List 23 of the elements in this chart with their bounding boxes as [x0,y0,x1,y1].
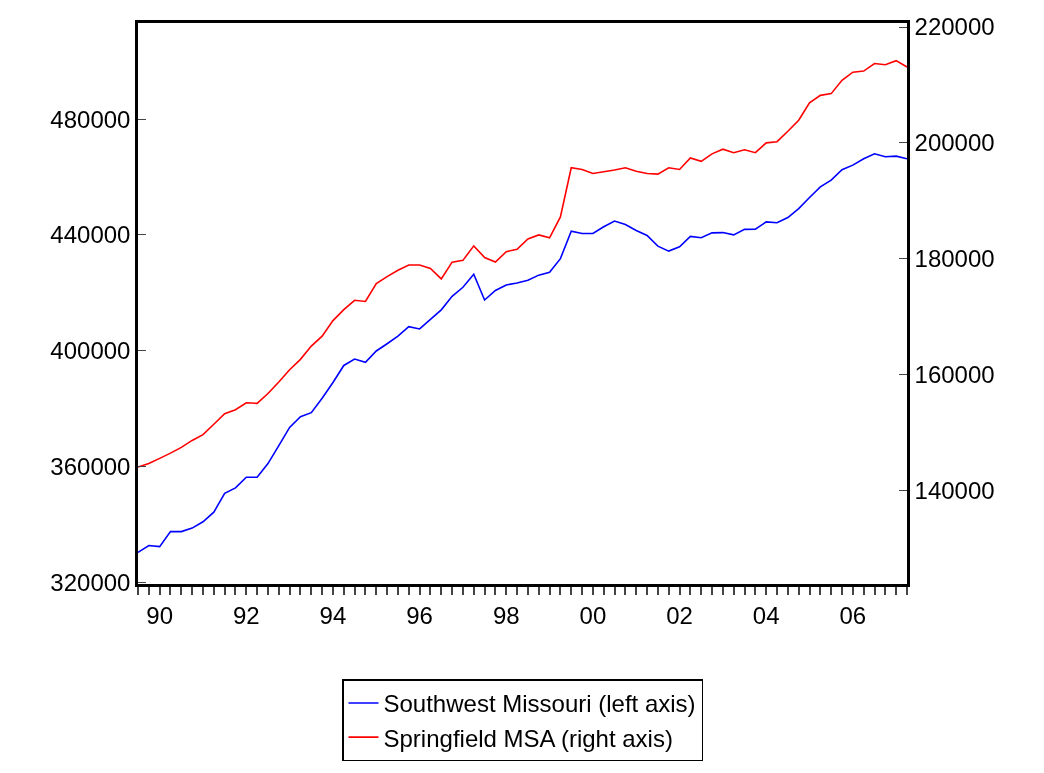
y-tick-label: 320000 [50,568,131,596]
x-tick-label: 94 [319,601,347,629]
y-tick-label: 440000 [50,221,131,249]
y2-tick-label: 140000 [914,476,995,504]
x-tick-label: 00 [579,601,607,629]
x-tick-label: 90 [146,601,174,629]
y2-tick-label: 160000 [914,360,995,388]
y2-tick-label: 220000 [914,13,995,41]
x-tick-label: 04 [752,601,780,629]
x-tick-label: 06 [839,601,867,629]
legend-label: Southwest Missouri (left axis) [383,690,696,718]
legend-label: Springfield MSA (right axis) [383,724,673,752]
y-tick-label: 360000 [50,452,131,480]
x-tick-label: 98 [492,601,520,629]
x-tick-label: 96 [406,601,433,629]
y2-tick-label: 200000 [914,129,995,157]
y-tick-label: 480000 [50,105,131,133]
line-series [138,59,907,468]
y2-tick-label: 180000 [914,245,995,273]
y-tick-label: 400000 [50,337,131,365]
x-tick-label: 02 [666,601,693,629]
x-tick-label: 92 [232,601,260,629]
line-series [138,153,907,554]
